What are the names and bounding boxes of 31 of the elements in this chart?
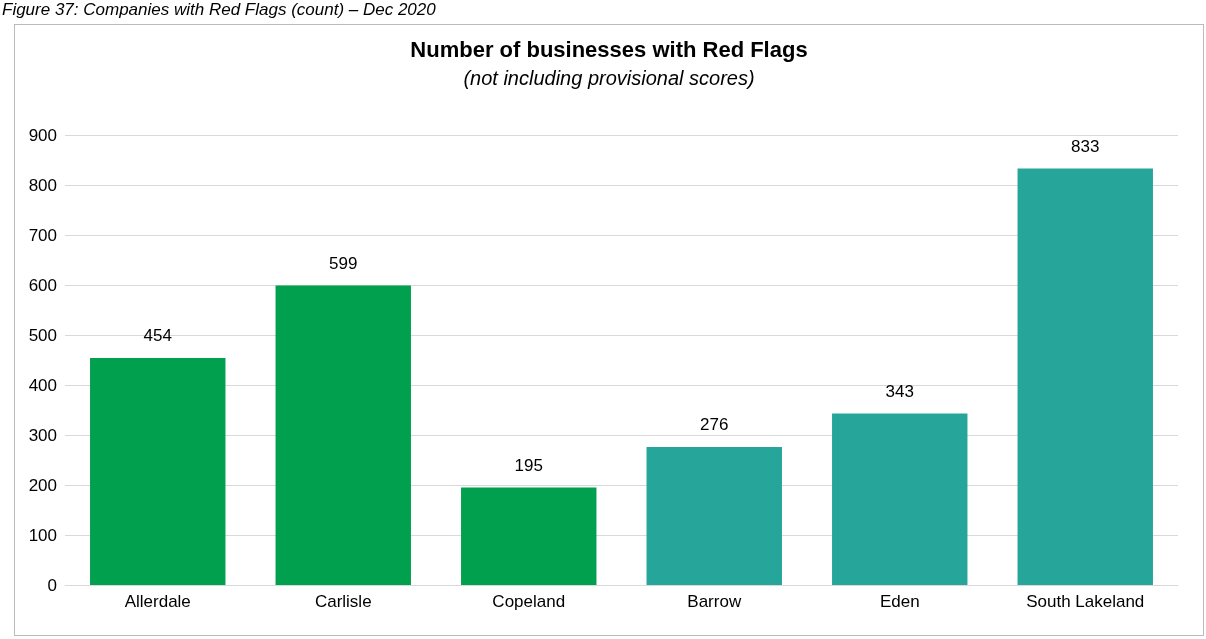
- bar: [646, 447, 782, 585]
- x-tick-label: Barrow: [687, 592, 742, 611]
- y-tick-label: 700: [28, 225, 57, 245]
- y-tick-label: 500: [28, 325, 57, 345]
- y-tick-label: 200: [28, 475, 57, 495]
- caption: Figure 37: Companies with Red Flags (count) – Dec 2020: [2, 0, 436, 20]
- x-tick-label: Eden: [879, 592, 920, 611]
- data-label: 343: [885, 381, 914, 401]
- x-tick-label: Carlisle: [314, 592, 372, 611]
- bar: [1017, 168, 1153, 585]
- y-tick-label: 400: [28, 375, 57, 395]
- data-label: 599: [329, 253, 358, 273]
- bar: [275, 285, 411, 585]
- x-tick-label: South Lakeland: [1026, 592, 1145, 611]
- bar: [832, 413, 968, 585]
- chart-subtitle: (not including provisional scores): [463, 67, 755, 89]
- y-tick-label: 600: [28, 275, 57, 295]
- x-tick-label: Allerdale: [124, 592, 191, 611]
- y-tick-label: 300: [28, 425, 57, 445]
- y-tick-label: 100: [28, 525, 57, 545]
- data-label: 276: [700, 415, 729, 434]
- x-tick-label: Copeland: [492, 592, 566, 611]
- data-label: 833: [1071, 136, 1100, 156]
- bar: [90, 358, 226, 585]
- y-tick-label: 900: [28, 125, 57, 145]
- data-label: 195: [514, 455, 543, 475]
- data-label: 454: [143, 326, 172, 345]
- chart-title: Number of businesses with Red Flags: [410, 36, 808, 62]
- bar: [461, 487, 597, 585]
- y-tick-label: 0: [47, 575, 57, 595]
- y-tick-label: 800: [28, 175, 57, 195]
